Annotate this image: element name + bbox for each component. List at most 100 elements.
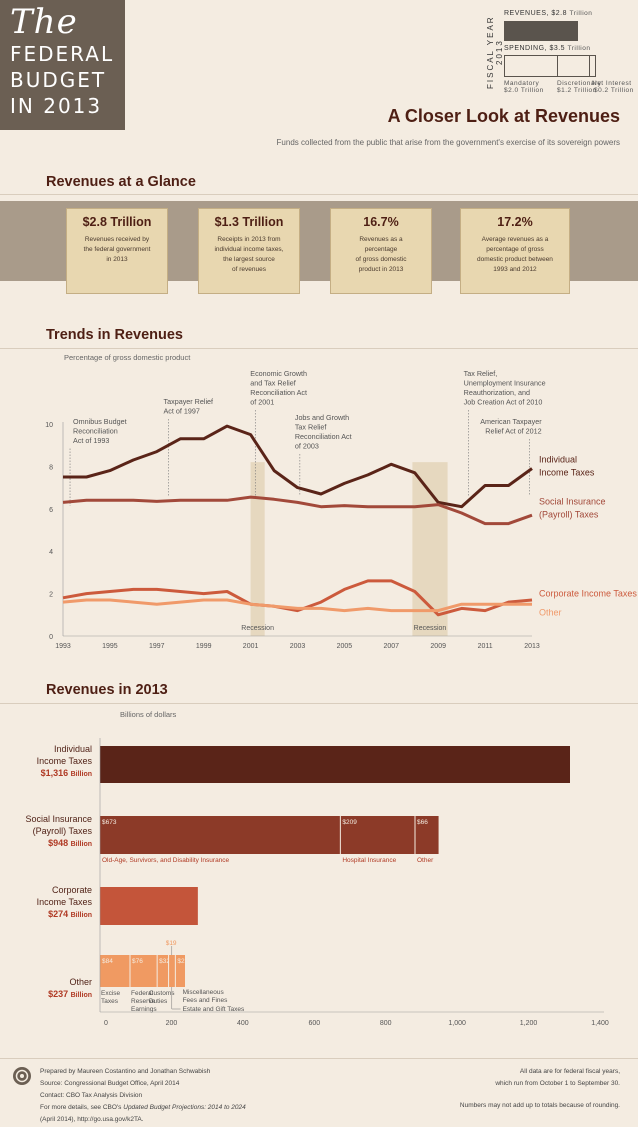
annotation-text: Job Creation Act of 2010 — [464, 398, 543, 407]
category-unit: Billion — [71, 992, 92, 999]
category-total: $274 Billion — [48, 909, 92, 919]
series-label: Other — [539, 608, 562, 618]
annotation-text: Omnibus Budget — [73, 417, 127, 426]
x-tick-label: 2011 — [478, 643, 493, 650]
annotation-text: Tax Relief, — [464, 369, 498, 378]
segment-name: Miscellaneous — [183, 989, 225, 996]
annotation-text: Relief Act of 2012 — [485, 427, 541, 436]
series-label: Individual — [539, 454, 577, 464]
recession-label: Recession — [241, 625, 274, 632]
segment-value: $84 — [102, 958, 113, 965]
segment-name: Reserve — [131, 998, 156, 1005]
x-tick-label: 1,000 — [448, 1020, 466, 1027]
fy-net-interest: Net Interest $0.2 Trillion — [592, 80, 634, 94]
bar-segment — [415, 816, 439, 854]
logo-the: The — [10, 2, 78, 42]
segment-name: Taxes — [101, 998, 119, 1005]
bar-segment — [100, 955, 130, 987]
x-tick-label: 1,400 — [591, 1020, 609, 1027]
segment-value: $209 — [342, 819, 357, 826]
segment-name: Customs — [149, 990, 175, 997]
recession-label: Recession — [414, 625, 447, 632]
x-tick-label: 1,200 — [520, 1020, 538, 1027]
annotation-text: Reauthorization, and — [464, 388, 530, 397]
y-tick-label: 2 — [49, 592, 53, 599]
card-value: 16.7% — [363, 215, 399, 229]
x-tick-label: 200 — [166, 1020, 178, 1027]
segment-name: Duties — [149, 998, 168, 1005]
glance-card: 16.7% Revenues as a percentage of gross do… — [330, 208, 432, 294]
divider — [0, 1058, 638, 1059]
card-text: Receipts in 2013 from individual income t… — [214, 236, 284, 273]
segment-value: $66 — [417, 819, 428, 826]
category-unit: Billion — [71, 841, 92, 848]
category-label: Social Insurance — [25, 814, 92, 824]
glance-title: Revenues at a Glance — [46, 174, 196, 190]
revenues-bar-chart: Individual Income Taxes $1,316 Billion Soci… — [25, 738, 609, 1027]
y-tick-label: 4 — [49, 549, 53, 556]
segment-name: Estate and Gift Taxes — [183, 1006, 245, 1013]
annotation-text: Act of 1993 — [73, 436, 109, 445]
fy-revenues-label: REVENUES, $2.8 Trillion — [504, 10, 593, 17]
series-line — [62, 598, 532, 613]
footer-left: Prepared by Maureen Costantino and Jonat… — [40, 1068, 246, 1123]
series-label: Income Taxes — [539, 467, 595, 477]
fy-mandatory: Mandatory $2.0 Trillion — [504, 80, 544, 94]
annotation-text: American Taxpayer — [480, 417, 542, 426]
segment-name: Old-Age, Survivors, and Disability Insur… — [102, 857, 230, 864]
divider — [0, 348, 638, 349]
trends-subtitle: Percentage of gross domestic product — [64, 353, 191, 362]
cbo-logo-icon — [13, 1067, 31, 1085]
segment-name: Hospital Insurance — [342, 857, 396, 864]
bar-segment — [100, 816, 341, 854]
page-subtitle: Funds collected from the public that ari… — [276, 138, 620, 147]
bar-segment — [168, 955, 176, 987]
annotation-text: Reconciliation Act — [295, 432, 352, 441]
annotation-text: Act of 1997 — [164, 407, 200, 416]
series-label: Corporate Income Taxes — [539, 589, 637, 599]
bars-title: Revenues in 2013 — [46, 682, 168, 698]
category-label: Individual — [54, 744, 92, 754]
annotation-text: of 2001 — [250, 398, 274, 407]
series-line — [63, 424, 533, 509]
segment-value: $673 — [102, 819, 117, 826]
trends-title: Trends in Revenues — [46, 327, 183, 343]
x-tick-label: 2007 — [384, 643, 400, 650]
x-tick-label: 1999 — [196, 643, 212, 650]
fy-divider-2 — [589, 56, 590, 76]
y-tick-label: 10 — [45, 422, 53, 429]
annotation-text: Unemployment Insurance — [464, 379, 546, 388]
category-total: $948 Billion — [48, 838, 92, 848]
logo-block: The FEDERAL BUDGET IN 2013 — [0, 0, 125, 130]
bar-segment — [130, 955, 158, 987]
series-line — [62, 579, 533, 617]
category-label: Income Taxes — [37, 756, 93, 766]
x-tick-label: 600 — [308, 1020, 320, 1027]
annotation-text: Reconciliation — [73, 427, 118, 436]
x-tick-label: 800 — [380, 1020, 392, 1027]
x-tick-label: 2003 — [290, 643, 306, 650]
fy-divider-1 — [557, 56, 558, 76]
category-total: $1,316 Billion — [41, 768, 92, 778]
annotation-text: Tax Relief — [295, 423, 327, 432]
logo-line-2: BUDGET — [10, 68, 107, 92]
glance-card: $1.3 Trillion Receipts in 2013 from indiv… — [198, 208, 300, 294]
segment-name: Fees and Fines — [183, 997, 229, 1004]
bar-segment — [340, 816, 415, 854]
x-tick-label: 0 — [104, 1020, 108, 1027]
x-tick-label: 2001 — [243, 643, 259, 650]
segment-name: Federal — [131, 990, 154, 997]
footer-right: All data are for federal fiscal years, wh… — [459, 1068, 620, 1109]
x-tick-label: 1997 — [149, 643, 165, 650]
annotation-text: and Tax Relief — [250, 379, 295, 388]
x-tick-label: 2005 — [337, 643, 353, 650]
x-tick-label: 2013 — [524, 643, 540, 650]
y-tick-label: 8 — [49, 464, 53, 471]
segment-value: $19 — [166, 940, 177, 947]
annotation-text: Taxpayer Relief — [164, 397, 214, 406]
logo-line-1: FEDERAL — [10, 42, 115, 66]
segment-value: $32 — [159, 958, 170, 965]
annotation-text: of 2003 — [295, 442, 319, 451]
series-line — [62, 495, 533, 526]
glance-card: $2.8 Trillion Revenues received by the fe… — [66, 208, 168, 294]
